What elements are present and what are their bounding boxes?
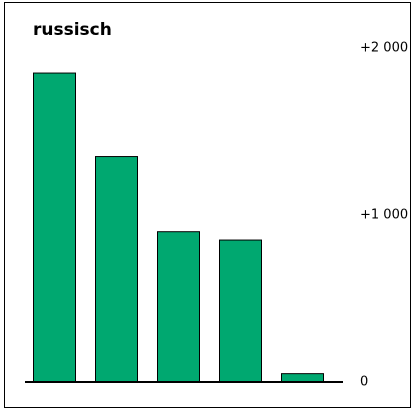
bar: [281, 373, 324, 383]
y-tick-label: 0: [360, 375, 368, 390]
bar: [95, 156, 138, 383]
chart-title: russisch: [33, 20, 112, 40]
frame: [4, 2, 411, 408]
y-tick-label: +2 000: [360, 41, 408, 56]
bar: [219, 239, 262, 383]
y-tick-label: +1 000: [360, 208, 408, 223]
bar: [33, 72, 76, 383]
bar: [157, 231, 200, 383]
